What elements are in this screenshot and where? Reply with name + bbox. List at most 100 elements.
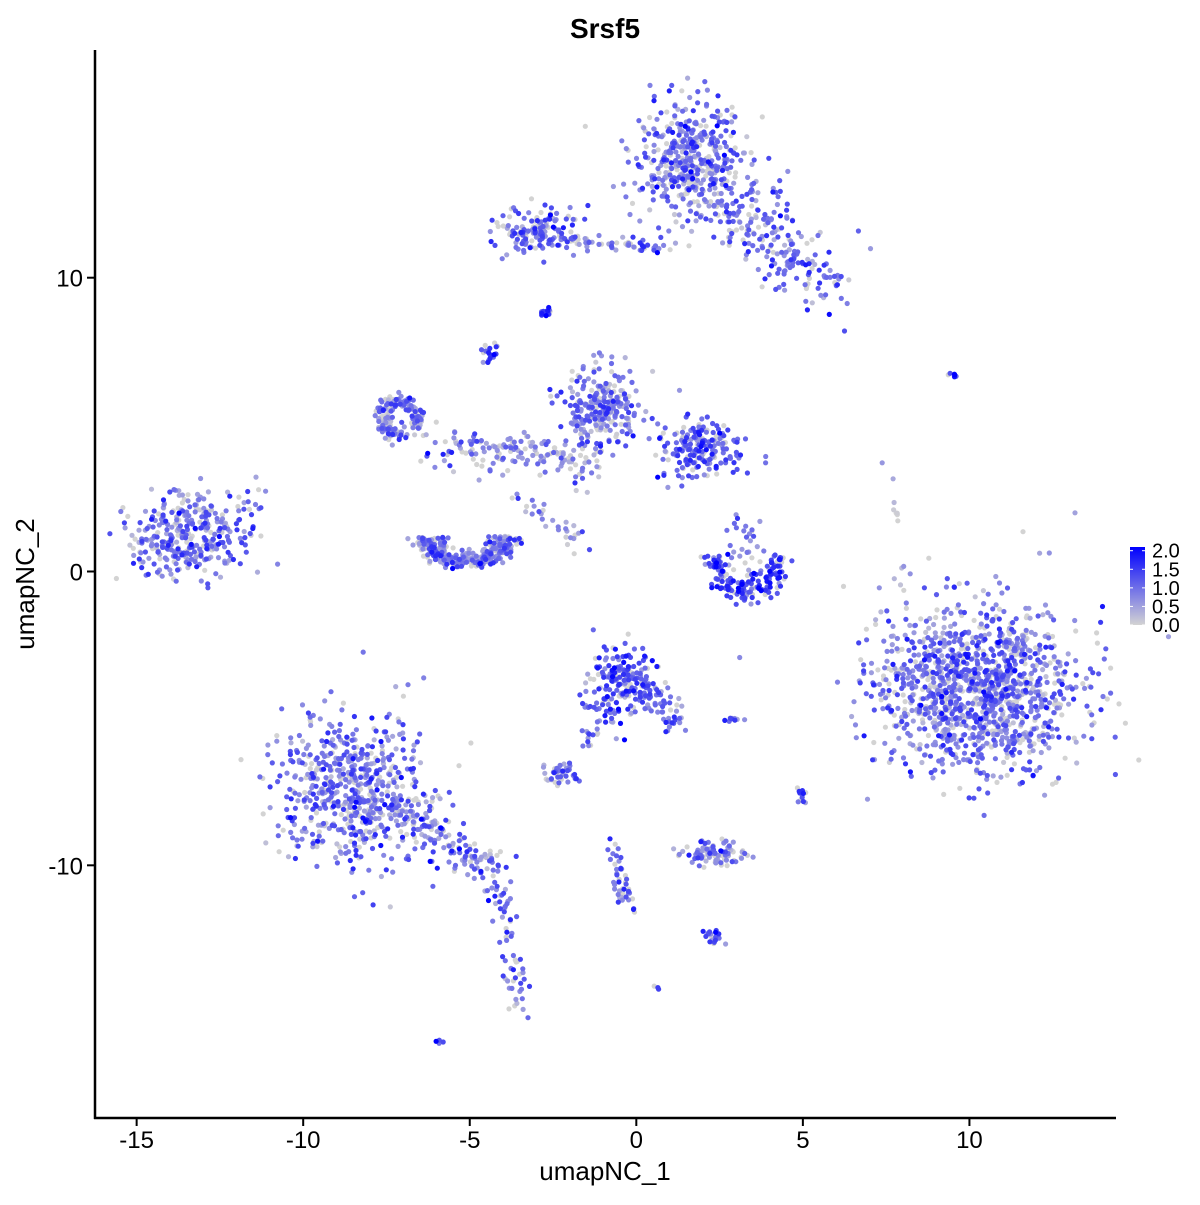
cell-point <box>468 740 474 746</box>
cell-point <box>358 854 364 860</box>
cell-point <box>597 449 603 455</box>
cell-point <box>695 89 701 95</box>
cell-point <box>587 418 593 424</box>
cell-point <box>742 436 749 442</box>
cell-point <box>733 198 739 204</box>
cell-point <box>500 213 506 219</box>
cell-point <box>236 508 242 514</box>
cell-point <box>702 79 708 85</box>
cell-point <box>575 391 581 397</box>
cell-point <box>663 170 669 176</box>
cell-point <box>618 388 624 394</box>
cell-point <box>445 535 451 541</box>
cell-point <box>669 203 675 209</box>
cell-point <box>1043 644 1049 650</box>
cell-point <box>381 764 387 771</box>
cell-point <box>1037 550 1043 556</box>
cell-point <box>660 703 666 710</box>
cell-point <box>1007 705 1013 711</box>
cell-point <box>743 534 750 540</box>
cell-point <box>755 224 762 230</box>
cell-point <box>1007 631 1013 637</box>
cell-point <box>610 691 616 697</box>
cell-point <box>991 713 997 719</box>
cell-point <box>712 211 719 217</box>
cell-point <box>739 203 745 209</box>
cell-point <box>643 144 649 150</box>
cell-point <box>236 494 242 500</box>
cell-point <box>411 826 417 832</box>
cell-point <box>497 906 503 912</box>
cell-point <box>501 545 507 551</box>
cell-point <box>623 422 629 428</box>
cell-point <box>514 914 520 920</box>
cell-point <box>677 144 683 150</box>
cell-point <box>107 531 113 537</box>
cell-point <box>566 760 573 766</box>
cell-point <box>514 224 520 230</box>
cell-point <box>478 854 484 860</box>
cell-point <box>988 694 995 700</box>
cell-point <box>113 575 119 582</box>
cell-point <box>695 100 701 106</box>
cell-point <box>579 475 586 481</box>
cell-point <box>711 234 717 240</box>
cell-point <box>1032 667 1038 673</box>
cell-point <box>473 553 479 559</box>
cell-point <box>424 814 430 821</box>
cell-point <box>487 355 493 362</box>
cell-point <box>490 867 496 873</box>
cell-point <box>392 764 398 771</box>
cell-point <box>241 506 247 512</box>
cell-point <box>411 742 417 748</box>
cell-point <box>823 274 830 280</box>
cell-point <box>572 771 578 778</box>
cell-point <box>719 198 725 204</box>
cell-point <box>911 652 917 658</box>
cell-point <box>369 744 375 750</box>
cell-point <box>746 240 752 246</box>
cell-point <box>689 859 695 865</box>
cell-point <box>1098 707 1104 713</box>
cell-point <box>224 533 230 540</box>
cell-point <box>739 225 745 231</box>
cell-point <box>1009 767 1015 773</box>
cell-point <box>469 451 475 457</box>
cell-point <box>1040 667 1046 673</box>
cell-point <box>169 524 175 530</box>
cell-point <box>395 822 401 828</box>
cell-point <box>615 899 621 905</box>
cell-point <box>940 659 946 665</box>
cell-point <box>953 669 959 675</box>
cell-point <box>680 848 686 855</box>
cell-point <box>903 600 909 606</box>
cell-point <box>396 719 402 725</box>
cell-point <box>1035 613 1041 619</box>
cell-point <box>1073 739 1079 745</box>
cell-point <box>908 680 915 686</box>
cell-point <box>425 552 431 558</box>
cell-point <box>558 424 564 430</box>
cell-point <box>782 287 788 293</box>
cell-point <box>567 204 573 211</box>
cell-point <box>1010 691 1016 697</box>
cell-point <box>1116 701 1122 707</box>
cell-point <box>658 110 664 116</box>
cell-point <box>876 585 882 591</box>
cell-point <box>420 535 426 542</box>
cell-point <box>962 732 968 738</box>
cell-point <box>930 775 936 781</box>
cell-point <box>622 640 628 647</box>
cell-point <box>385 793 391 799</box>
cell-point <box>734 152 740 158</box>
cell-point <box>552 779 558 785</box>
cell-point <box>959 631 965 638</box>
cell-point <box>949 711 955 717</box>
cell-point <box>537 242 543 248</box>
cell-point <box>922 711 928 717</box>
cell-point <box>1019 779 1025 786</box>
cell-point <box>740 150 747 156</box>
cell-point <box>996 580 1003 586</box>
cell-point <box>230 556 236 563</box>
cell-point <box>661 242 667 248</box>
